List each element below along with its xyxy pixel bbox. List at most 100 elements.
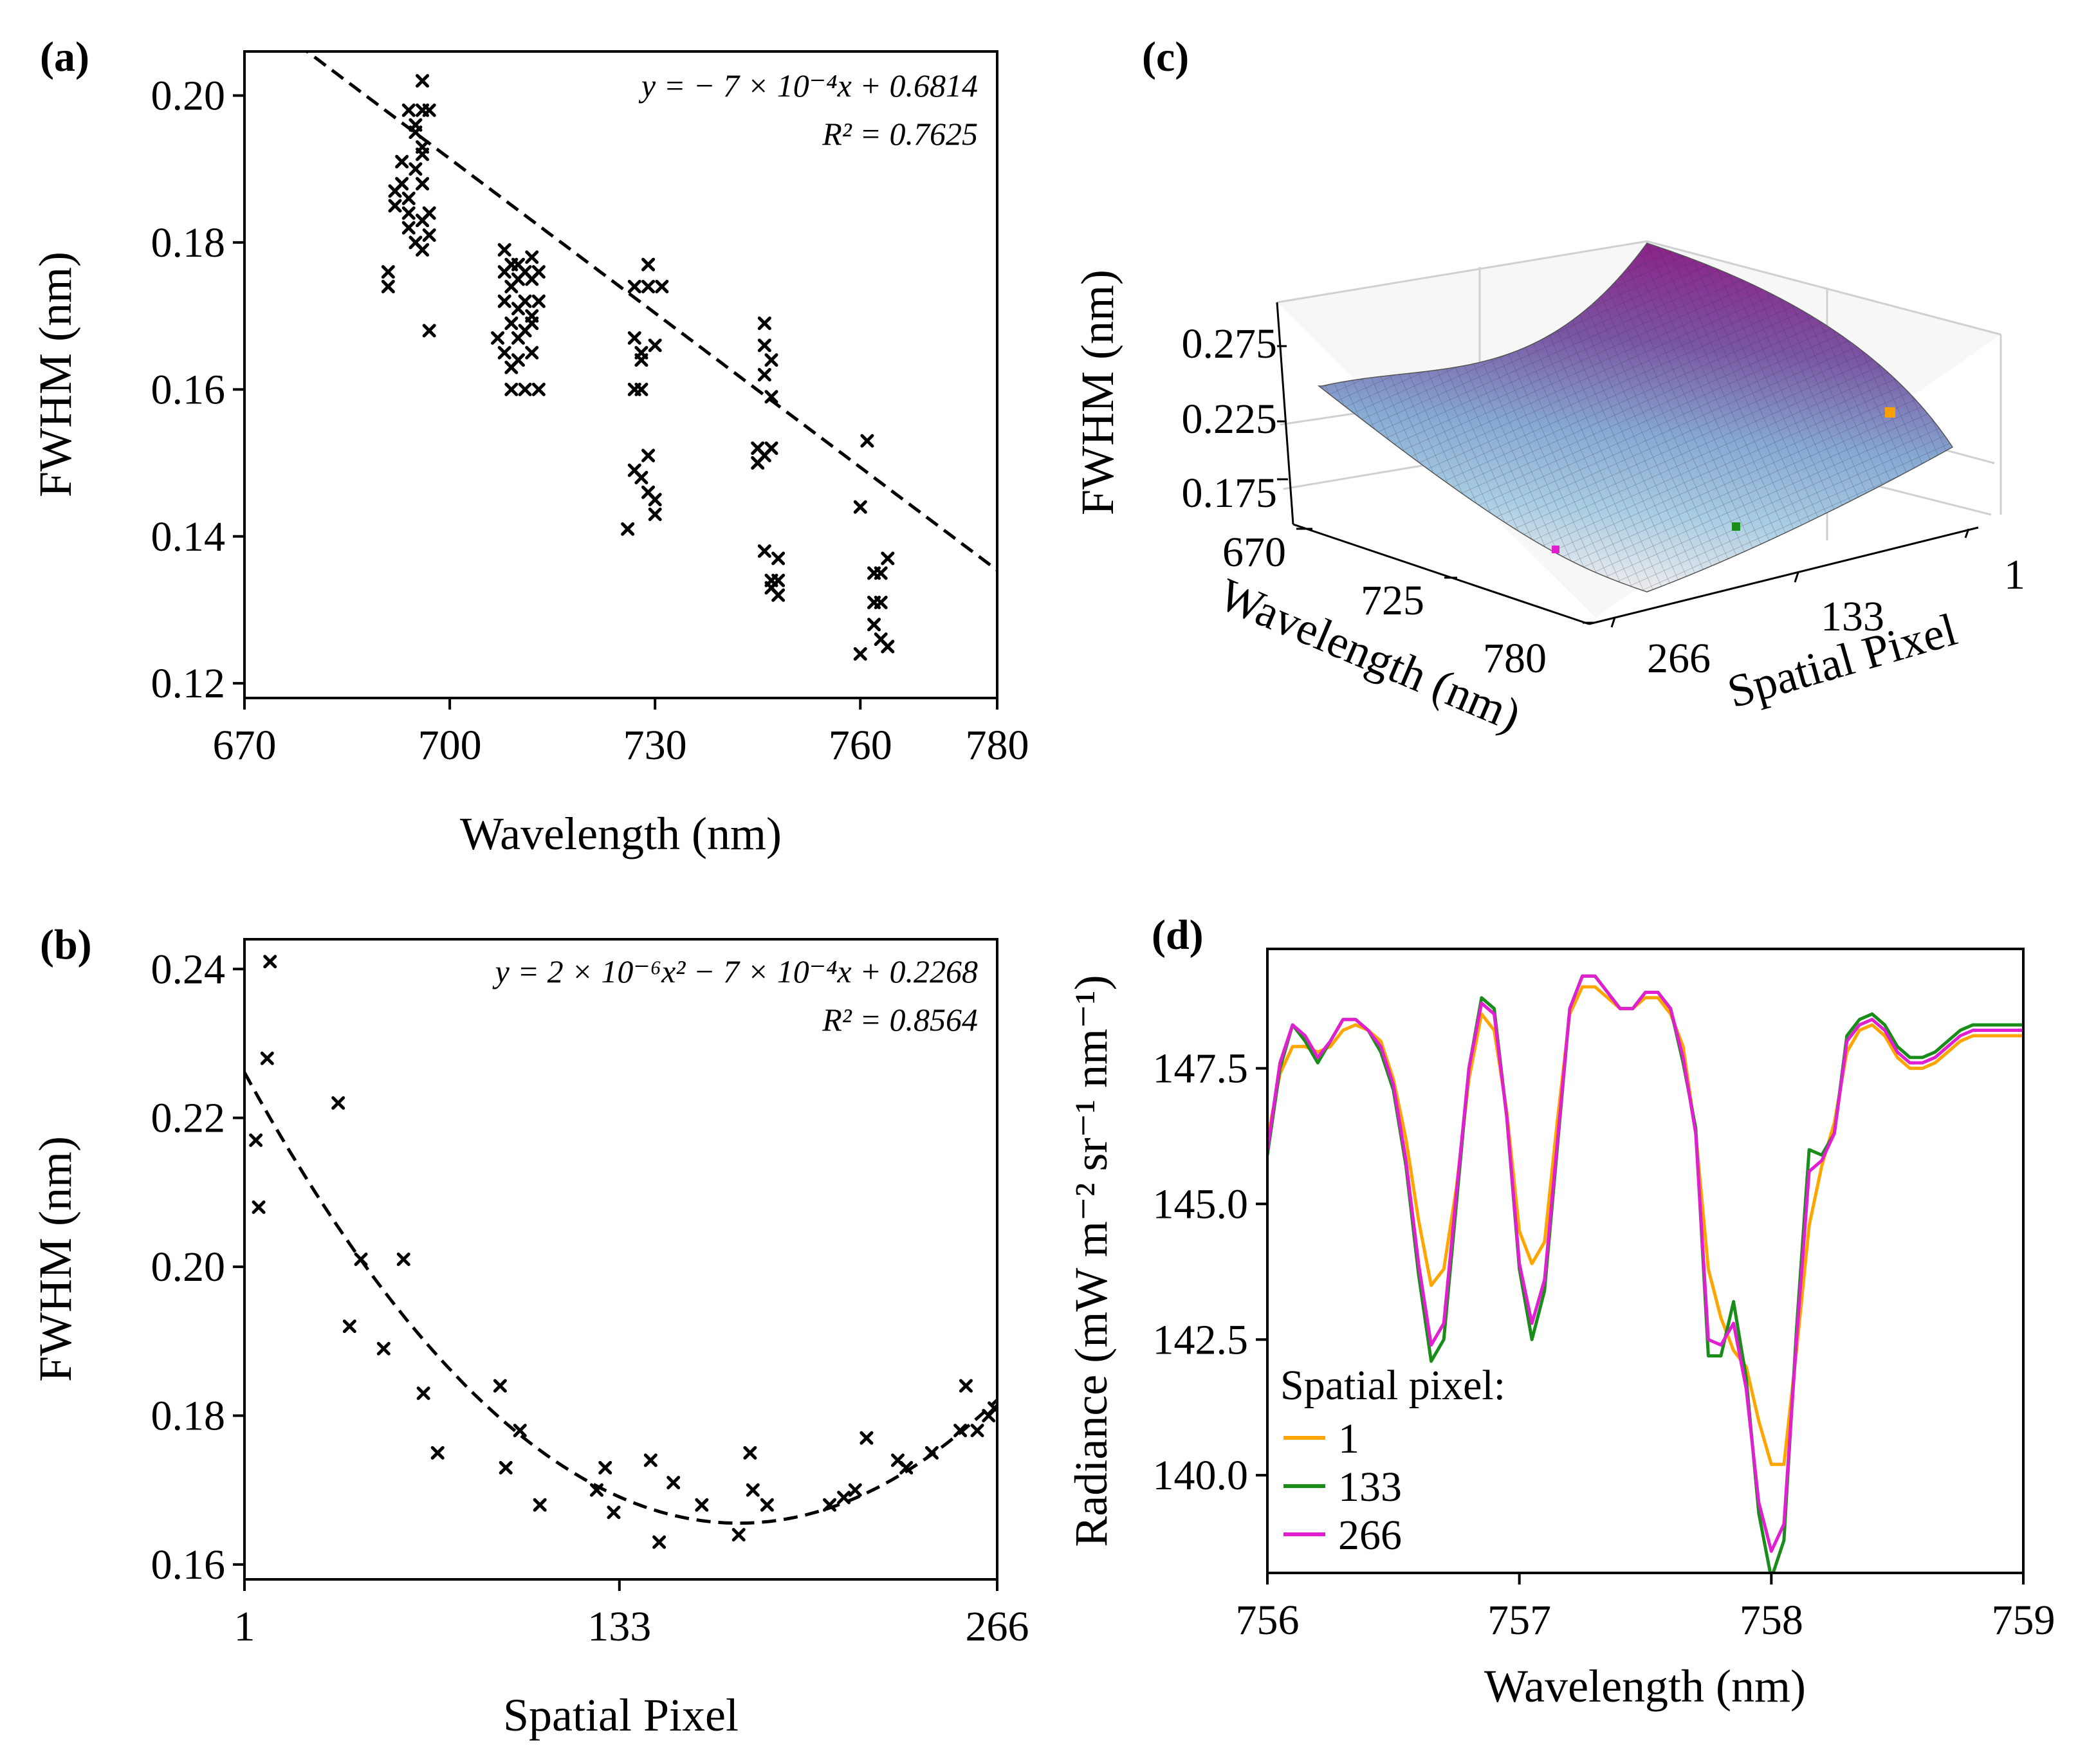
panel-a-fit-equation: y = − 7 × 10⁻⁴x + 0.6814 bbox=[638, 68, 978, 104]
panel-b-data-point bbox=[493, 1379, 507, 1393]
panel-a-data-point bbox=[764, 353, 778, 367]
panel-a-data-point bbox=[757, 368, 771, 381]
panel-a-fit-line bbox=[304, 51, 997, 572]
panel-b-data-point bbox=[598, 1460, 612, 1475]
panel-a-data-point bbox=[655, 279, 669, 293]
panel-c-pixel-tick-266: 266 bbox=[1647, 635, 1711, 682]
panel-a-data-point bbox=[416, 243, 430, 257]
panel-b-scatter: (b) 1 133 266 0.16 0.18 0.20 0.22 0.24 y = 2 × … bbox=[30, 921, 1029, 1741]
panel-b-r-squared: R² = 0.8564 bbox=[822, 1002, 978, 1038]
panel-a-data-point bbox=[416, 74, 430, 88]
panel-b-fit-line bbox=[244, 1071, 997, 1525]
panel-b-data-point bbox=[513, 1424, 527, 1438]
panel-b-data-point bbox=[331, 1096, 345, 1110]
panel-d-plot-area bbox=[1267, 974, 2023, 1573]
panel-a-data-point bbox=[381, 279, 395, 293]
panel-b-data-point bbox=[416, 1386, 430, 1401]
panel-a-data-point bbox=[416, 147, 430, 161]
panel-b-x-axis-label: Spatial Pixel bbox=[503, 1689, 739, 1741]
panel-a-data-point bbox=[881, 551, 895, 565]
legend-label-133: 133 bbox=[1338, 1464, 1402, 1511]
panel-a-data-point bbox=[422, 103, 436, 117]
panel-a-data-point bbox=[874, 566, 888, 580]
panel-a-scatter: (a) 670 700 730 760 7800.120.140.160.180.20 … bbox=[30, 33, 1029, 859]
panel-d-line: (d) 756 757 758 759 140.0 142.5 145.0 147.5 Wav… bbox=[1065, 912, 2055, 1712]
legend-title: Spatial pixel: bbox=[1280, 1362, 1505, 1409]
panel-a-x-tick-label: 670 bbox=[213, 722, 277, 769]
panel-b-data-point bbox=[848, 1483, 862, 1497]
panel-a-data-point bbox=[491, 331, 505, 345]
panel-a-data-point bbox=[409, 118, 423, 132]
series-line-pixel-266 bbox=[1267, 974, 2023, 1553]
series-line-pixel-1 bbox=[1267, 985, 2023, 1466]
panel-a-y-tick-label: 0.18 bbox=[151, 219, 226, 266]
panel-a-data-point bbox=[518, 294, 532, 308]
panel-b-data-point bbox=[743, 1446, 757, 1460]
panel-c-surface-grid bbox=[1319, 243, 1953, 592]
panel-a-data-point bbox=[641, 279, 656, 293]
legend-label-1: 1 bbox=[1338, 1415, 1359, 1462]
panel-d-label: (d) bbox=[1152, 912, 1204, 959]
panel-a-data-point bbox=[395, 154, 409, 169]
panel-b-data-point bbox=[760, 1498, 774, 1512]
panel-b-data-point bbox=[652, 1535, 667, 1549]
panel-a-data-point bbox=[531, 265, 546, 279]
panel-b-x-tick-label: 133 bbox=[587, 1603, 651, 1650]
panel-a-ticks: 670 700 730 760 780 0.12 0.14 0.16 0.18 0.20 bbox=[151, 73, 1029, 769]
panel-a-data-point bbox=[627, 279, 641, 293]
panel-b-data-point bbox=[396, 1253, 410, 1266]
panel-c-z-tick-0.275: 0.275 bbox=[1182, 320, 1278, 367]
panel-b-data-point bbox=[376, 1341, 391, 1355]
panel-b-data-point bbox=[988, 1401, 997, 1415]
panel-d-y-tick-label: 147.5 bbox=[1153, 1045, 1249, 1092]
panel-b-x-tick-label: 266 bbox=[966, 1603, 1029, 1650]
panel-a-plot-area bbox=[304, 51, 997, 661]
panel-a-data-point bbox=[388, 199, 402, 213]
panel-a-data-point bbox=[881, 639, 895, 654]
panel-c-z-axis-label: FWHM (nm) bbox=[1072, 270, 1123, 515]
panel-a-data-point bbox=[401, 206, 416, 220]
panel-a-data-point bbox=[531, 294, 546, 308]
panel-a-y-tick-label: 0.14 bbox=[151, 513, 226, 560]
panel-a-data-point bbox=[621, 522, 635, 536]
panel-b-data-point bbox=[959, 1379, 973, 1393]
panel-c-z-tick-0.175: 0.175 bbox=[1182, 470, 1278, 517]
panel-b-data-point bbox=[643, 1453, 657, 1467]
panel-b-y-tick-label: 0.24 bbox=[151, 946, 226, 993]
panel-d-y-tick-label: 145.0 bbox=[1153, 1181, 1249, 1227]
panel-b-data-point bbox=[837, 1491, 851, 1505]
panel-a-data-point bbox=[757, 317, 771, 331]
panel-b-data-point bbox=[924, 1446, 939, 1460]
panel-b-data-point bbox=[607, 1505, 621, 1520]
panel-c-label: (c) bbox=[1142, 33, 1189, 80]
panel-d-legend: Spatial pixel: 1 133 266 bbox=[1280, 1362, 1505, 1559]
panel-d-frame bbox=[1266, 948, 2025, 1574]
panel-a-data-point bbox=[422, 228, 436, 243]
panel-b-ticks: 1 133 266 0.16 0.18 0.20 0.22 0.24 bbox=[151, 946, 1029, 1650]
panel-b-data-point bbox=[430, 1446, 445, 1460]
panel-a-data-point bbox=[416, 177, 430, 191]
panel-a-data-point bbox=[422, 206, 436, 220]
panel-a-data-point bbox=[401, 221, 416, 235]
panel-b-data-point bbox=[860, 1431, 874, 1445]
panel-b-x-tick-label: 1 bbox=[234, 1603, 255, 1650]
panel-d-y-axis-label: Radiance (mW m⁻² sr⁻¹ nm⁻¹) bbox=[1065, 975, 1117, 1547]
panel-a-x-tick-label: 700 bbox=[418, 722, 482, 769]
panel-a-x-tick-label: 780 bbox=[966, 722, 1029, 769]
panel-a-data-point bbox=[764, 390, 778, 404]
panel-b-plot-area bbox=[244, 955, 997, 1549]
panel-a-x-axis-label: Wavelength (nm) bbox=[460, 808, 782, 859]
panel-a-data-point bbox=[401, 103, 416, 117]
panel-b-data-point bbox=[667, 1476, 681, 1490]
panel-a-data-point bbox=[525, 345, 539, 360]
panel-a-r-squared: R² = 0.7625 bbox=[822, 116, 978, 152]
panel-b-y-tick-label: 0.18 bbox=[151, 1392, 226, 1439]
panel-d-x-axis-label: Wavelength (nm) bbox=[1484, 1660, 1806, 1712]
panel-a-data-point bbox=[497, 345, 511, 360]
panel-c-wavelength-tick-670: 670 bbox=[1222, 529, 1286, 576]
panel-c-wavelength-tick-725: 725 bbox=[1361, 577, 1424, 624]
panel-a-data-point bbox=[497, 243, 511, 257]
panel-c-marker-pixel-266 bbox=[1552, 546, 1559, 553]
panel-c-marker-pixel-133 bbox=[1732, 522, 1740, 531]
panel-a-data-point bbox=[525, 317, 539, 331]
